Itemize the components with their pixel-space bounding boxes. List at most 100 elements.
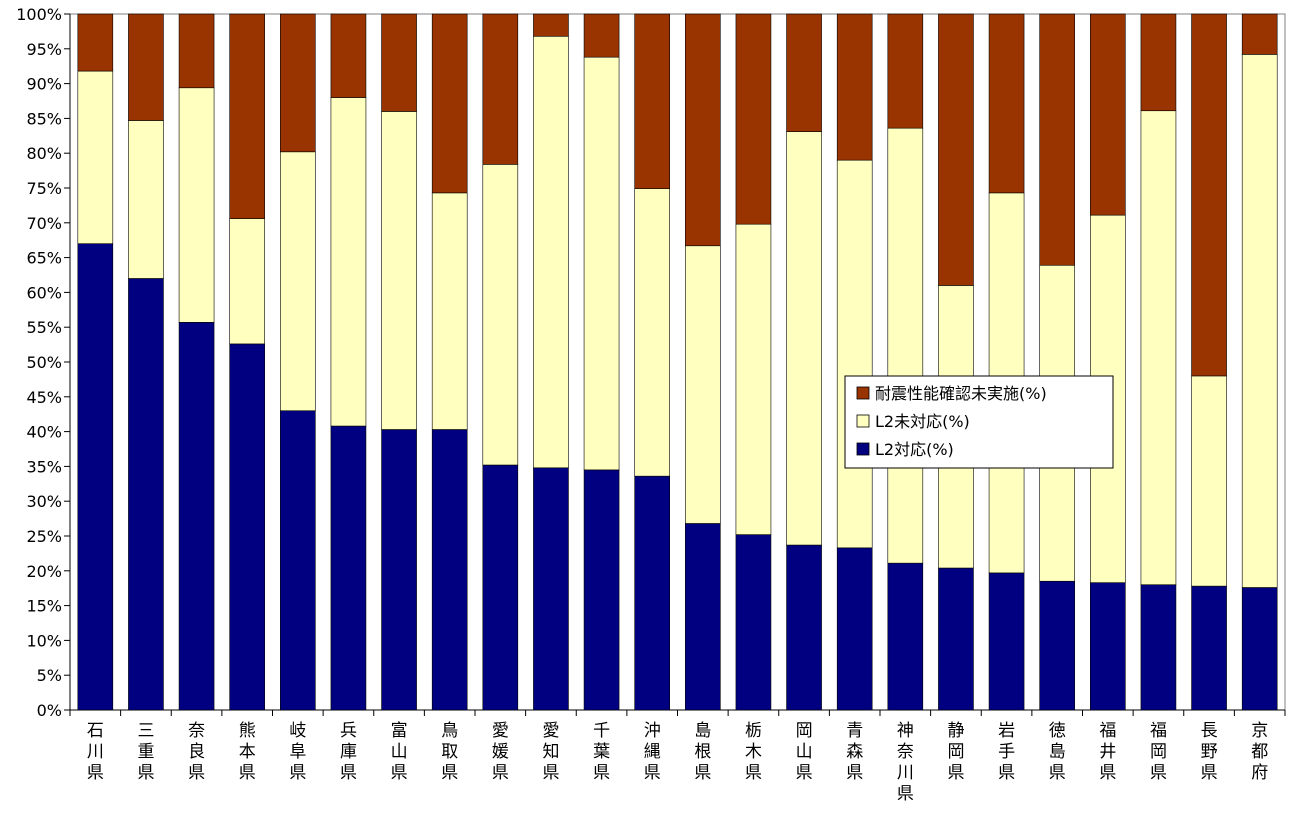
bar-segment-l2-compliant xyxy=(1241,587,1278,711)
y-tick-label: 15% xyxy=(26,597,62,616)
bar-segment-unverified xyxy=(1090,13,1126,216)
y-tick-labels: 0% 5% 10% 15% 20% 25% 30% 35% 40% 45% 50% 55% 60% 65%… xyxy=(16,5,62,720)
bar-segment-l2-compliant xyxy=(330,425,367,711)
y-tick-label: 75% xyxy=(26,179,62,198)
bar-segment-l2-compliant xyxy=(1140,584,1177,711)
bar-segment-l2-compliant xyxy=(128,278,164,711)
y-tick-label: 65% xyxy=(26,249,62,268)
bar-segment-l2-noncompliant xyxy=(77,70,114,244)
bar-segment-unverified xyxy=(583,13,620,58)
bar-segment-l2-compliant xyxy=(988,572,1025,711)
bar-segment-unverified xyxy=(77,13,114,72)
bar-segment-l2-compliant xyxy=(583,469,620,711)
bar-segment-unverified xyxy=(1191,13,1227,377)
bar-segment-l2-noncompliant xyxy=(735,223,772,535)
x-category-label: 静岡県 xyxy=(947,721,964,783)
bar-segment-unverified xyxy=(128,13,164,121)
bar-segment-l2-noncompliant xyxy=(280,151,316,412)
y-tick-label: 85% xyxy=(26,109,62,128)
x-category-label: 愛知県 xyxy=(542,721,559,783)
x-category-label: 岡山県 xyxy=(796,721,813,783)
bar-segment-l2-noncompliant xyxy=(836,159,873,549)
bar-segment-l2-noncompliant xyxy=(786,131,822,546)
bar-segment-unverified xyxy=(988,13,1025,194)
x-category-label: 島根県 xyxy=(694,721,711,783)
legend-swatch xyxy=(856,386,870,400)
bar-segment-unverified xyxy=(431,13,468,194)
x-category-label: 富山県 xyxy=(391,721,408,783)
legend-swatch xyxy=(856,442,870,456)
legend-label: L2対応(%) xyxy=(875,440,954,459)
x-category-label: 岐阜県 xyxy=(289,721,306,783)
bar-segment-l2-compliant xyxy=(77,243,114,711)
x-category-label: 三重県 xyxy=(137,721,154,783)
x-category-label: 徳島県 xyxy=(1049,721,1066,783)
y-tick-label: 60% xyxy=(26,283,62,302)
bar-segment-unverified xyxy=(381,13,417,112)
bar-segment-unverified xyxy=(1140,13,1177,112)
bar-segment-l2-compliant xyxy=(786,544,822,711)
bar-segment-l2-compliant xyxy=(938,567,974,711)
x-category-label: 奈良県 xyxy=(188,721,205,783)
bar-segment-l2-noncompliant xyxy=(128,120,164,279)
bar-segment-l2-noncompliant xyxy=(1191,375,1227,587)
y-tick-label: 20% xyxy=(26,562,62,581)
bar-segment-unverified xyxy=(533,13,569,37)
legend-swatch xyxy=(856,414,870,428)
bar-segment-l2-compliant xyxy=(482,464,519,711)
bar-segment-unverified xyxy=(330,13,367,98)
y-tick-label: 100% xyxy=(16,5,62,24)
y-tick-label: 25% xyxy=(26,527,62,546)
bar-segment-l2-compliant xyxy=(735,534,772,711)
y-tick-label: 80% xyxy=(26,144,62,163)
bar-segment-unverified xyxy=(786,13,822,132)
bar-segment-l2-compliant xyxy=(229,343,265,711)
bar-segment-l2-compliant xyxy=(685,523,721,711)
x-category-label: 青森県 xyxy=(846,721,863,783)
bar-segment-unverified xyxy=(836,13,873,161)
y-tick-label: 50% xyxy=(26,353,62,372)
bar-segment-unverified xyxy=(178,13,215,89)
bar-segment-unverified xyxy=(938,13,974,286)
bars xyxy=(77,13,1278,711)
bar-segment-l2-compliant xyxy=(887,562,924,711)
x-category-label: 兵庫県 xyxy=(340,721,357,783)
bar-segment-l2-noncompliant xyxy=(1241,54,1278,588)
legend-label: L2未対応(%) xyxy=(875,412,970,431)
bar-segment-unverified xyxy=(1039,13,1075,266)
bar-segment-l2-compliant xyxy=(381,429,417,711)
bar-segment-l2-noncompliant xyxy=(229,218,265,345)
bar-segment-l2-compliant xyxy=(280,410,316,711)
y-tick-label: 55% xyxy=(26,318,62,337)
x-category-label: 福井県 xyxy=(1099,721,1116,783)
bar-segment-l2-noncompliant xyxy=(431,192,468,430)
y-tick-label: 95% xyxy=(26,40,62,59)
x-category-label: 岩手県 xyxy=(998,721,1015,783)
x-category-label: 熊本県 xyxy=(239,721,256,783)
bar-segment-l2-noncompliant xyxy=(583,56,620,471)
x-category-label: 京都府 xyxy=(1251,721,1268,783)
bar-segment-l2-compliant xyxy=(1191,585,1227,711)
bar-segment-l2-noncompliant xyxy=(685,245,721,524)
legend: 耐震性能確認未実施(%) L2未対応(%) L2対応(%) xyxy=(844,375,1114,469)
bar-segment-l2-noncompliant xyxy=(178,87,215,323)
bar-segment-l2-noncompliant xyxy=(634,188,670,477)
bar-segment-l2-noncompliant xyxy=(482,164,519,466)
bar-segment-unverified xyxy=(887,13,924,129)
bar-segment-unverified xyxy=(1241,13,1278,55)
x-category-label: 鳥取県 xyxy=(441,721,458,783)
bar-segment-l2-compliant xyxy=(1039,580,1075,711)
y-tick-label: 10% xyxy=(26,631,62,650)
x-category-label: 栃木県 xyxy=(745,721,762,783)
x-category-label: 沖縄県 xyxy=(644,721,661,783)
y-tick-label: 45% xyxy=(26,388,62,407)
bar-segment-unverified xyxy=(634,13,670,189)
y-tick-label: 30% xyxy=(26,492,62,511)
bar-segment-l2-noncompliant xyxy=(533,35,569,469)
y-tick-label: 40% xyxy=(26,423,62,442)
bar-segment-unverified xyxy=(280,13,316,153)
y-tick-label: 70% xyxy=(26,214,62,233)
x-category-label: 福岡県 xyxy=(1150,721,1167,783)
legend-box xyxy=(844,375,1114,469)
